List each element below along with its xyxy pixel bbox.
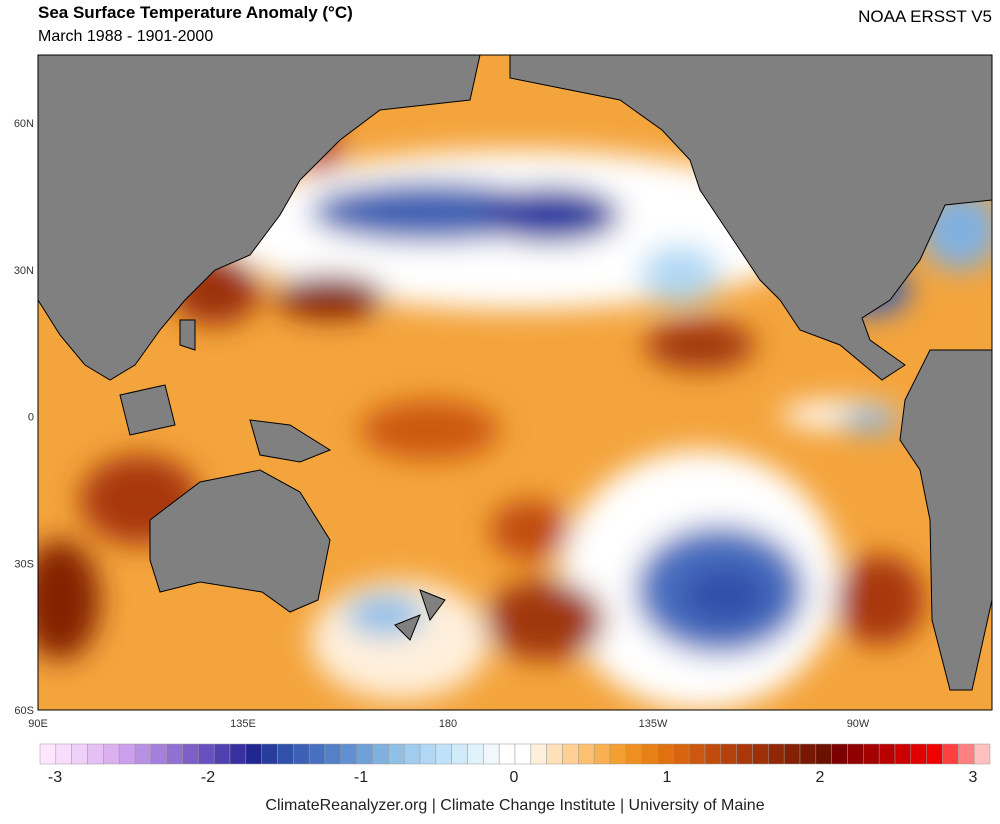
colorbar-swatch xyxy=(720,743,737,765)
colorbar-swatch xyxy=(752,743,769,765)
colorbar-swatch xyxy=(783,743,801,765)
colorbar-swatch xyxy=(39,743,57,765)
colorbar-swatch xyxy=(973,743,991,765)
colorbar-swatch xyxy=(213,743,231,765)
map xyxy=(38,55,992,710)
colorbar-tick-label: 2 xyxy=(816,769,825,786)
colorbar-swatch xyxy=(419,743,437,765)
colorbar-tick-label: -3 xyxy=(48,769,62,786)
colorbar-tick-label: 3 xyxy=(969,769,978,786)
colorbar-swatch xyxy=(55,743,72,765)
colorbar-swatch xyxy=(926,743,943,765)
footer: ClimateReanalyzer.org | Climate Change I… xyxy=(265,797,764,814)
colorbar-swatch xyxy=(546,743,563,765)
colorbar-swatch xyxy=(229,743,247,765)
colorbar-swatch xyxy=(704,743,722,765)
colorbar-swatch xyxy=(894,743,912,765)
colorbar-swatch xyxy=(356,743,373,765)
colorbar-swatch xyxy=(625,743,642,765)
colorbar-swatch xyxy=(768,743,785,765)
colorbar-swatch xyxy=(847,743,864,765)
lat-label: 60N xyxy=(14,118,34,130)
colorbar-swatch xyxy=(657,743,674,765)
colorbar-swatch xyxy=(863,743,880,765)
colorbar-swatch xyxy=(815,743,832,765)
colorbar-swatch xyxy=(403,743,421,765)
colorbar-swatch xyxy=(562,743,579,765)
colorbar-swatch xyxy=(340,743,357,765)
colorbar-swatch xyxy=(71,743,88,765)
title: Sea Surface Temperature Anomaly (°C) xyxy=(38,3,353,22)
colorbar-swatch xyxy=(261,743,278,765)
colorbar-swatch xyxy=(910,743,927,765)
colorbar-tick-label: -1 xyxy=(354,769,368,786)
colorbar-swatch xyxy=(958,743,975,765)
colorbar-swatch xyxy=(467,743,484,765)
land xyxy=(38,55,992,691)
colorbar-tick-label: 0 xyxy=(510,769,519,786)
colorbar-swatch xyxy=(308,743,326,765)
colorbar-swatch xyxy=(609,743,627,765)
colorbar-swatch xyxy=(372,743,389,765)
colorbar-swatch xyxy=(87,743,104,765)
colorbar-swatch xyxy=(514,743,532,765)
colorbar-swatch xyxy=(324,743,342,765)
lat-label: 30N xyxy=(14,265,34,277)
colorbar-swatch xyxy=(293,743,310,765)
colorbar-swatch xyxy=(878,743,896,765)
colorbar-swatch xyxy=(831,743,848,765)
colorbar-swatch xyxy=(942,743,959,765)
anomaly-field xyxy=(38,125,992,710)
colorbar-swatch xyxy=(799,743,817,765)
colorbar-swatch xyxy=(118,743,136,765)
colorbar-swatch xyxy=(277,743,294,765)
colorbar-swatch xyxy=(578,743,595,765)
colorbar-swatch xyxy=(245,743,262,765)
lon-label: 180 xyxy=(439,718,457,730)
map-frame xyxy=(37,54,993,711)
subtitle: March 1988 - 1901-2000 xyxy=(38,28,213,45)
colorbar-swatch xyxy=(498,743,516,765)
colorbar-swatch xyxy=(134,743,152,765)
colorbar-swatch xyxy=(688,743,706,765)
colorbar-swatch xyxy=(388,743,405,765)
lon-label: 135W xyxy=(639,718,668,730)
colorbar-swatch xyxy=(593,743,611,765)
colorbar-swatch xyxy=(483,743,500,765)
colorbar-tick-label: 1 xyxy=(663,769,672,786)
colorbar-swatch xyxy=(435,743,452,765)
colorbar-swatch xyxy=(166,743,183,765)
lon-label: 90W xyxy=(847,718,870,730)
colorbar-swatch xyxy=(736,743,753,765)
lat-label: 30S xyxy=(14,558,34,570)
colorbar-tick-label: -2 xyxy=(201,769,215,786)
colorbar-swatch xyxy=(530,743,547,765)
colorbar-swatch xyxy=(641,743,658,765)
colorbar-swatch xyxy=(103,743,120,765)
colorbar-swatch xyxy=(198,743,215,765)
dataset-label: NOAA ERSST V5 xyxy=(858,7,992,26)
lat-label: 60S xyxy=(14,705,34,717)
lon-label: 90E xyxy=(28,718,48,730)
colorbar-swatch xyxy=(451,743,468,765)
lat-label: 0 xyxy=(28,412,34,424)
colorbar-swatch xyxy=(150,743,167,765)
colorbar-swatch xyxy=(182,743,199,765)
colorbar-swatch xyxy=(673,743,690,765)
lon-label: 135E xyxy=(230,718,256,730)
